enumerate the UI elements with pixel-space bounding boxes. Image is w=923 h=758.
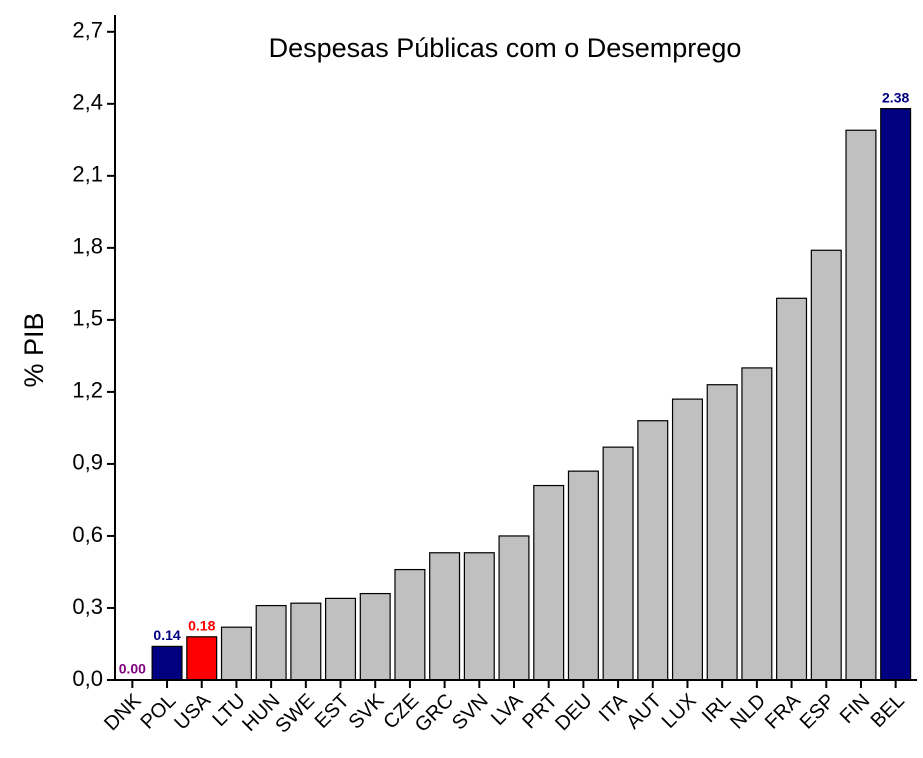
bar xyxy=(290,602,322,681)
y-tick-label: 2,1 xyxy=(72,162,103,187)
x-tick-label: SVN xyxy=(448,690,493,735)
x-tick-label: SVK xyxy=(345,689,389,733)
y-axis-label: % PIB xyxy=(19,312,49,387)
x-tick-label: ESP xyxy=(796,690,840,734)
bar xyxy=(776,297,808,681)
bar xyxy=(706,384,738,681)
bar xyxy=(394,568,426,681)
value-label: 2.38 xyxy=(882,89,909,105)
bar xyxy=(880,108,912,681)
bar xyxy=(637,420,669,681)
bar xyxy=(602,446,634,681)
y-tick-label: 0,9 xyxy=(72,450,103,475)
x-tick-label: FIN xyxy=(836,690,874,728)
bar xyxy=(741,367,773,681)
x-tick-label: SWE xyxy=(271,690,319,738)
bar xyxy=(220,626,252,681)
y-tick-label: 1,2 xyxy=(72,378,103,403)
x-tick-label: DEU xyxy=(551,690,596,735)
value-label: 0.14 xyxy=(153,627,180,643)
bar xyxy=(255,604,287,681)
bar xyxy=(463,552,495,681)
y-tick-label: 0,3 xyxy=(72,594,103,619)
x-tick-label: EST xyxy=(311,690,354,733)
y-tick-label: 2,4 xyxy=(72,90,103,115)
value-label: 0.00 xyxy=(119,661,146,677)
bar xyxy=(567,470,599,681)
y-tick-label: 1,5 xyxy=(72,306,103,331)
x-tick-label: FRA xyxy=(761,689,805,733)
x-tick-label: LUX xyxy=(658,690,701,733)
bar xyxy=(186,636,218,681)
x-tick-label: USA xyxy=(170,689,215,734)
bar xyxy=(845,129,877,681)
bar xyxy=(498,535,530,681)
bar xyxy=(671,398,703,681)
x-tick-label: LVA xyxy=(487,689,528,730)
x-tick-label: BEL xyxy=(867,690,909,732)
bar xyxy=(810,249,842,681)
x-tick-label: NLD xyxy=(726,690,770,734)
x-tick-label: POL xyxy=(136,690,180,734)
x-tick-label: PRT xyxy=(518,690,562,734)
bar xyxy=(429,552,461,681)
y-tick-label: 2,7 xyxy=(72,18,103,43)
y-tick-label: 0,0 xyxy=(72,666,103,691)
bar xyxy=(359,592,391,681)
x-tick-label: DNK xyxy=(100,689,146,735)
x-tick-label: GRC xyxy=(411,690,458,737)
bar xyxy=(151,645,183,681)
x-tick-label: AUT xyxy=(622,690,666,734)
value-label: 0.18 xyxy=(188,617,215,633)
chart-title: Despesas Públicas com o Desemprego xyxy=(269,33,742,63)
y-tick-label: 1,8 xyxy=(72,234,103,259)
y-tick-label: 0,6 xyxy=(72,522,103,547)
bar xyxy=(325,597,357,681)
bar xyxy=(533,484,565,681)
